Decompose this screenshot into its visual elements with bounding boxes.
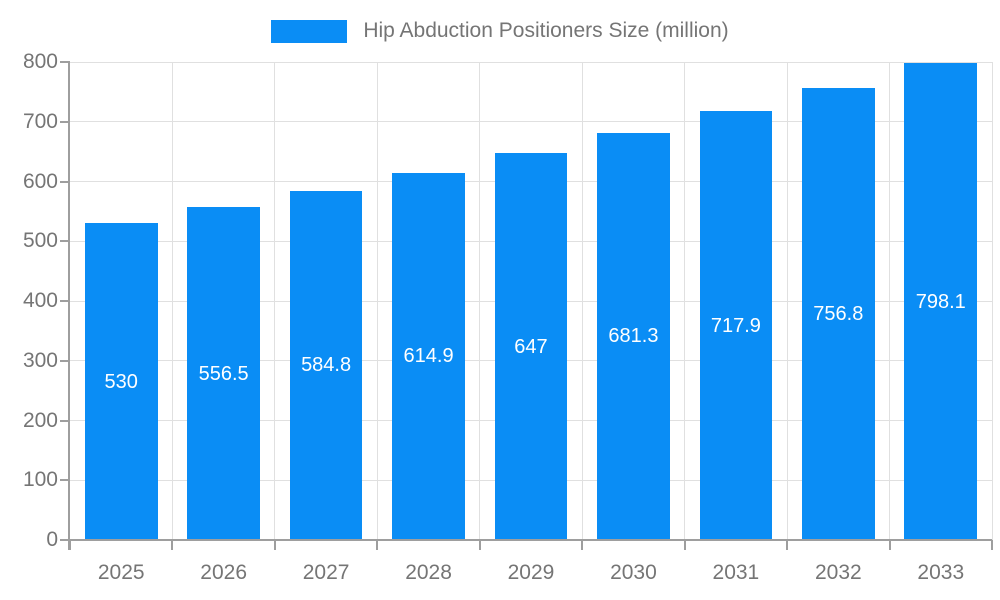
x-axis-tick-label: 2030: [610, 561, 657, 584]
x-axis-tick: [581, 540, 584, 550]
gridline-vertical: [786, 62, 788, 540]
x-axis-tick: [376, 540, 379, 550]
bar-value-label: 530: [104, 370, 138, 393]
gridline-horizontal: [70, 61, 992, 63]
x-axis-tick: [171, 540, 174, 550]
gridline-vertical: [376, 62, 378, 540]
y-axis-tick: [60, 61, 70, 63]
bar-value-label: 647: [514, 335, 548, 358]
x-axis-tick-label: 2028: [405, 561, 452, 584]
gridline-vertical: [889, 62, 891, 540]
bar: [597, 132, 670, 540]
bar: [392, 172, 465, 540]
x-axis-tick-label: 2031: [712, 561, 760, 584]
y-axis-tick-label: 0: [46, 528, 58, 551]
x-axis-tick-label: 2029: [507, 561, 555, 584]
bar: [699, 111, 773, 540]
x-axis-tick: [683, 540, 686, 550]
bar-value-label: 556.5: [198, 362, 249, 385]
x-axis-tick-label: 2032: [814, 561, 862, 584]
y-axis-tick: [60, 300, 70, 302]
x-axis-tick: [786, 540, 789, 550]
x-axis-tick-label: 2025: [97, 561, 145, 584]
bar-value-label: 681.3: [608, 325, 659, 348]
x-axis-line: [70, 539, 992, 541]
gridline-vertical: [684, 62, 686, 540]
y-axis-tick-label: 500: [22, 229, 58, 253]
gridline-vertical: [581, 62, 583, 540]
y-axis-tick-label: 300: [22, 348, 58, 372]
bar-value-label: 756.8: [813, 302, 864, 325]
bar: [84, 223, 158, 540]
bar: [494, 153, 568, 540]
legend-swatch: [271, 19, 348, 43]
x-axis-tick-label: 2026: [200, 561, 248, 584]
x-axis-tick: [991, 540, 993, 550]
y-axis-tick: [60, 240, 70, 243]
y-axis-tick-label: 200: [22, 408, 58, 432]
y-axis-tick-label: 800: [22, 50, 58, 73]
bar-value-label: 798.1: [915, 290, 966, 313]
y-axis-tick: [60, 120, 70, 123]
y-axis-tick-label: 700: [22, 109, 58, 133]
bar-value-label: 717.9: [710, 314, 761, 337]
bar: [289, 190, 363, 540]
bar: [801, 87, 875, 540]
x-axis-tick: [69, 540, 71, 550]
y-axis-tick: [60, 359, 70, 362]
x-axis-tick: [888, 540, 891, 550]
bar: [904, 63, 978, 540]
bar-value-label: 614.9: [403, 345, 454, 368]
y-axis-tick: [60, 180, 70, 183]
x-axis-tick-label: 2027: [302, 561, 350, 584]
gridline-vertical: [171, 62, 173, 540]
x-axis-tick: [273, 540, 276, 550]
gridline-vertical: [274, 62, 276, 540]
y-axis-tick: [60, 479, 70, 482]
legend: Hip Abduction Positioners Size (million): [0, 17, 1000, 45]
x-axis-tick: [478, 540, 481, 550]
y-axis-line: [68, 62, 70, 550]
y-axis-tick-label: 600: [22, 169, 58, 193]
gridline-horizontal: [70, 121, 992, 123]
gridline-vertical: [479, 62, 481, 540]
bar-value-label: 584.8: [301, 354, 352, 377]
legend-label: Hip Abduction Positioners Size (million): [363, 19, 729, 42]
gridline-vertical: [991, 62, 993, 540]
y-axis-tick: [60, 539, 70, 541]
bar: [187, 207, 261, 540]
y-axis-tick: [60, 419, 70, 422]
x-axis-tick-label: 2033: [917, 561, 965, 584]
y-axis-tick-label: 100: [22, 468, 58, 492]
y-axis-tick-label: 400: [22, 289, 58, 312]
